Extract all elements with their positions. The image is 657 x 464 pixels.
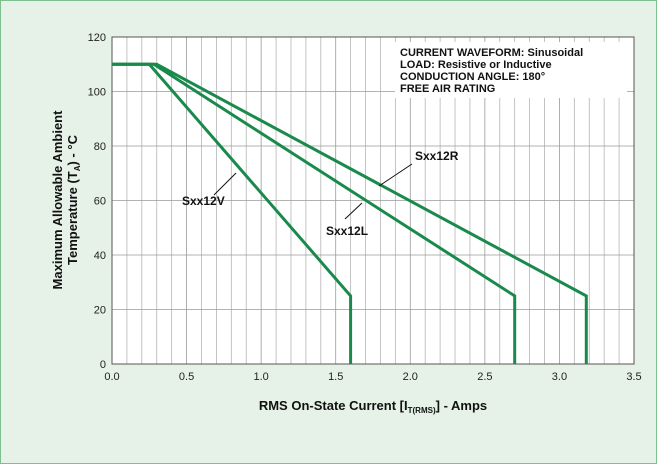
series-lines [112,62,588,364]
y-tick-label: 60 [94,196,106,208]
leader-line-sxx12r [378,163,413,187]
annotation-waveform: CURRENT WAVEFORM: Sinusoidal [400,47,583,59]
y-axis-title-line2: Temperature (TA) - °C [65,134,82,265]
y-tick-label: 100 [88,87,106,99]
annotation-free-air: FREE AIR RATING [400,83,495,95]
x-tick-label: 0.5 [179,371,194,383]
y-tick-label: 120 [88,32,106,44]
leader-line-sxx12l [344,202,363,220]
series-line-sxx12r [112,62,588,364]
x-tick-label: 0.0 [104,371,119,383]
series-label-sxx12v: Sxx12V [182,194,225,208]
y-tick-label: 0 [100,359,106,371]
series-label-sxx12r: Sxx12R [415,149,459,163]
x-axis-title: RMS On-State Current [IT(RMS)] - Amps [259,398,487,415]
plot-frame [111,36,635,365]
annotation-conduction-angle: CONDUCTION ANGLE: 180° [400,71,545,83]
x-tick-label: 2.5 [477,371,492,383]
y-tick-label: 80 [94,141,106,153]
x-tick-label: 3.5 [626,371,641,383]
series-label-sxx12l: Sxx12L [326,224,368,238]
y-tick-label: 40 [94,250,106,262]
y-tick-label: 20 [94,305,106,317]
x-tick-label: 1.5 [328,371,343,383]
annotation-box [395,42,627,98]
y-axis-title-line1: Maximum Allowable Ambient [50,110,65,290]
y-axis-title: Maximum Allowable Ambient Temperature (T… [50,110,82,290]
x-tick-label: 3.0 [552,371,567,383]
annotation-load: LOAD: Resistive or Inductive [400,59,552,71]
y-tick-labels: 0 20 40 60 80 100 120 [88,32,106,371]
leader-line-sxx12v [213,172,237,196]
x-tick-label: 2.0 [403,371,418,383]
x-tick-labels: 0.0 0.5 1.0 1.5 2.0 2.5 3.0 3.5 [104,371,641,383]
grid [112,37,634,364]
x-tick-label: 1.0 [253,371,268,383]
